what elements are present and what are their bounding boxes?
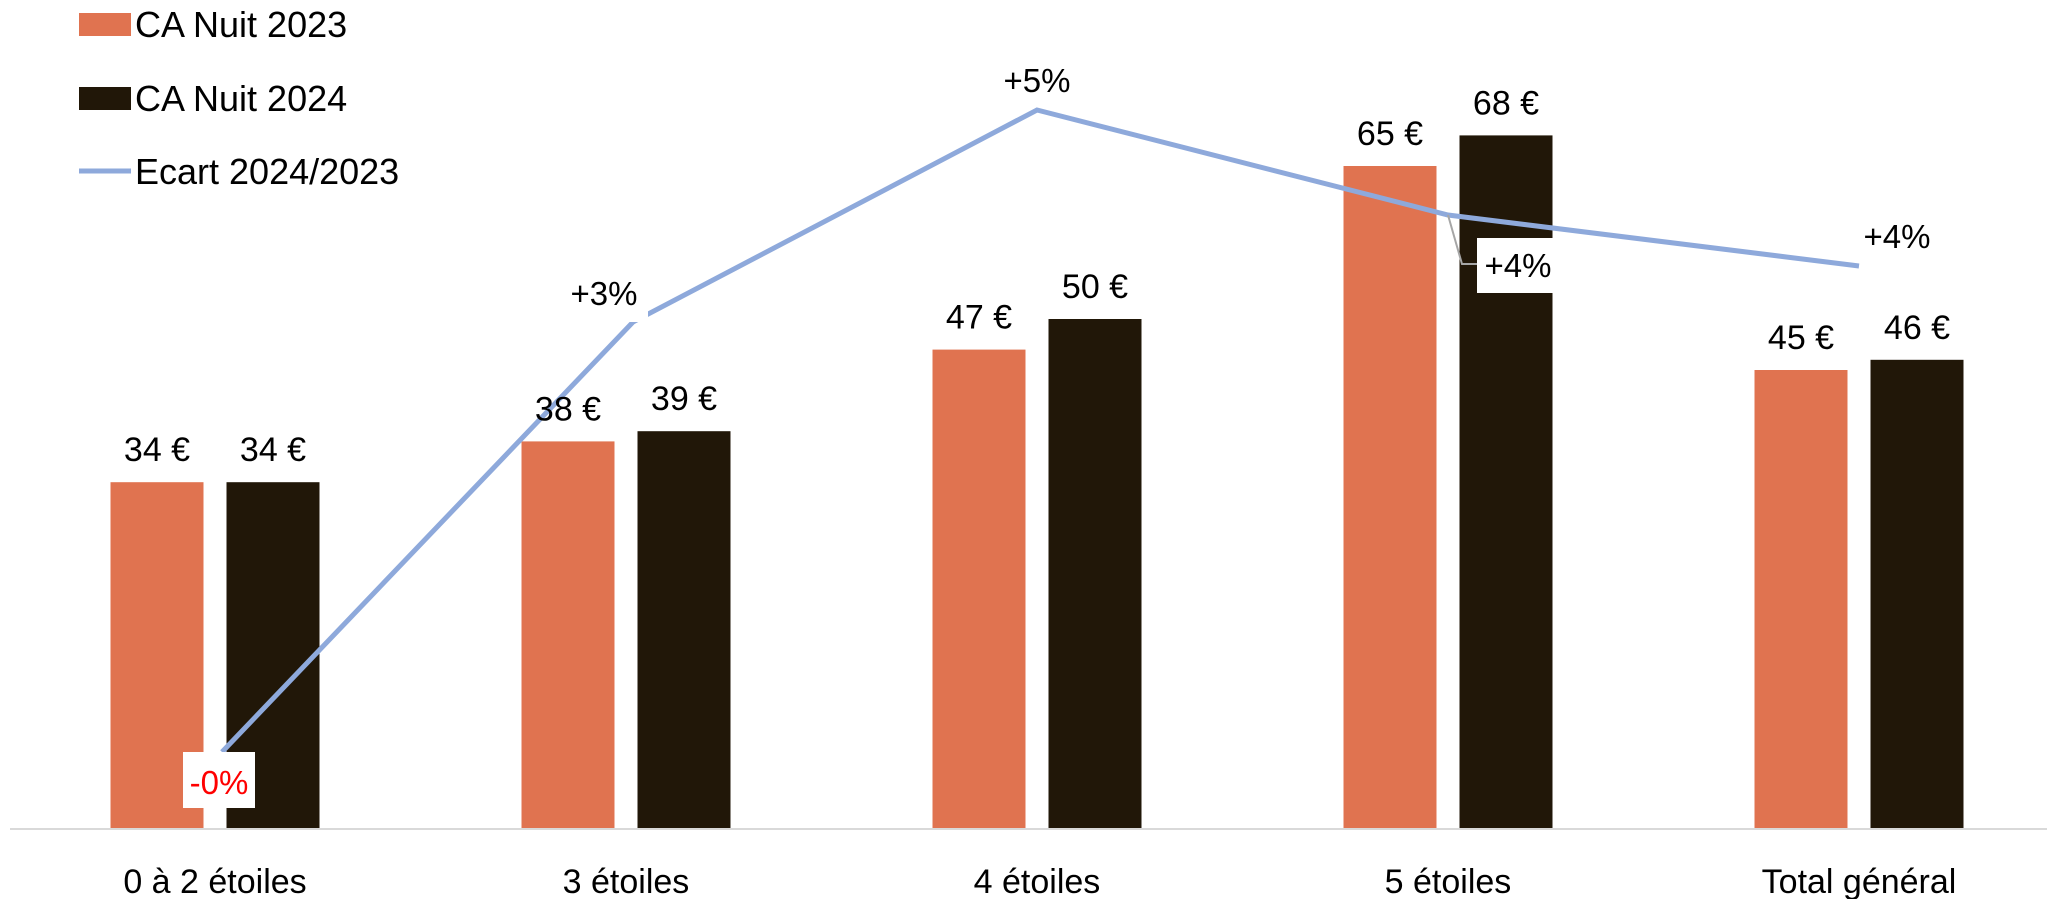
bar-2023 — [1754, 370, 1848, 829]
bar-2023 — [932, 349, 1026, 829]
pct-label-box — [1477, 238, 1554, 293]
labels-layer: 34 € 34 € 38 € 39 € 47 € 50 € 65 € 68 € 45 € 46 €… — [124, 62, 1950, 808]
category-label: 5 étoiles — [1385, 863, 1512, 899]
bar-2024 — [637, 431, 731, 829]
bar-value-label: 38 € — [535, 390, 601, 428]
pct-label: +5% — [1004, 62, 1071, 99]
bar-2023 — [521, 441, 615, 829]
bar-value-label: 46 € — [1884, 309, 1950, 347]
pct-label: +4% — [1864, 218, 1931, 255]
legend-label: Ecart 2024/2023 — [135, 151, 399, 192]
bar-value-label: 34 € — [124, 431, 190, 469]
pct-label: +4% — [1485, 247, 1552, 284]
bars-layer — [110, 135, 1964, 829]
bar-value-label: 65 € — [1357, 115, 1423, 153]
bar-2024 — [1048, 319, 1142, 829]
category-label: 4 étoiles — [974, 863, 1101, 899]
bar-value-label: 45 € — [1768, 319, 1834, 357]
legend-swatch — [79, 13, 131, 36]
bar-value-label: 50 € — [1062, 268, 1128, 306]
ecart-line — [220, 107, 1860, 754]
category-label: 3 étoiles — [563, 863, 690, 899]
bar-value-label: 68 € — [1473, 84, 1539, 122]
leader-line — [1447, 214, 1477, 265]
legend-label: CA Nuit 2024 — [135, 78, 347, 119]
category-labels: 0 à 2 étoiles 3 étoiles 4 étoiles 5 étoiles… — [123, 863, 1956, 899]
pct-label-box — [183, 752, 255, 808]
pct-label-negative: -0% — [190, 764, 249, 801]
bar-value-label: 39 € — [651, 380, 717, 418]
legend: CA Nuit 2023 CA Nuit 2024 Ecart 2024/2023 — [79, 4, 399, 192]
category-label: Total général — [1762, 863, 1957, 899]
bar-2023 — [1343, 166, 1437, 829]
bar-value-label: 34 € — [240, 431, 306, 469]
line-layer — [220, 107, 1860, 754]
bar-value-label: 47 € — [946, 299, 1012, 337]
bar-2024 — [1870, 359, 1964, 829]
legend-swatch — [79, 87, 131, 110]
legend-label: CA Nuit 2023 — [135, 4, 347, 45]
pct-label: +3% — [571, 275, 638, 312]
pct-label-box — [560, 272, 648, 322]
category-label: 0 à 2 étoiles — [123, 863, 306, 899]
